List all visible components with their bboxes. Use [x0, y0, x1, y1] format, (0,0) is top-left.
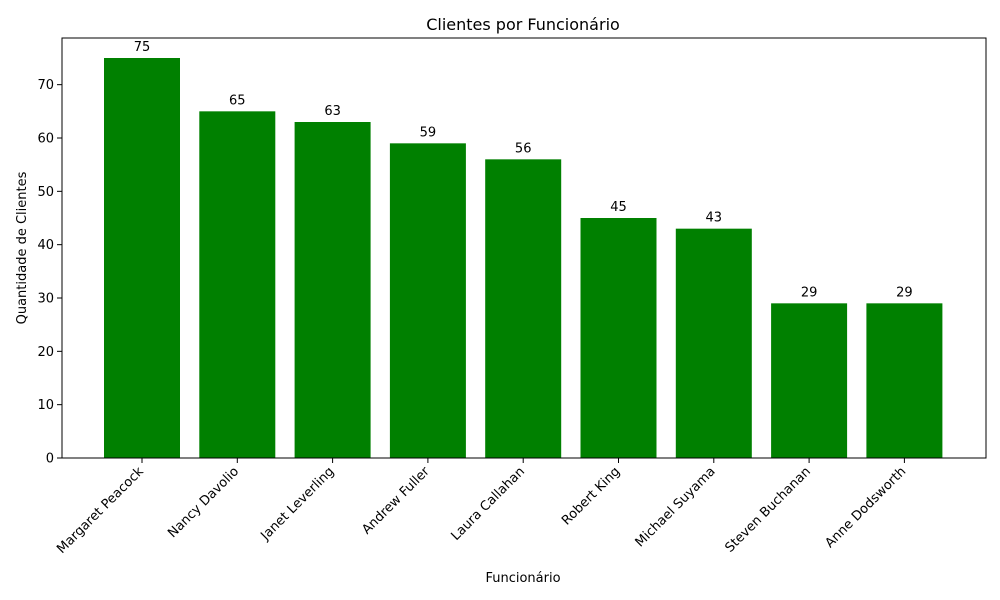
y-tick-label: 70 — [37, 78, 54, 93]
bar-value-label: 63 — [324, 104, 341, 119]
bar-value-label: 45 — [610, 200, 627, 215]
bar-value-label: 43 — [706, 211, 723, 226]
bar-value-label: 75 — [134, 40, 151, 55]
bar-value-label: 29 — [896, 285, 913, 300]
bar — [771, 303, 848, 458]
bar — [866, 303, 943, 458]
x-tick-label: Nancy Davolio — [165, 464, 242, 541]
plot-frame — [61, 37, 987, 459]
x-tick-label: Margaret Peacock — [54, 464, 147, 557]
y-axis-label: Quantidade de Clientes — [15, 171, 30, 324]
x-tick-label: Robert King — [559, 464, 623, 528]
x-tick-label: Steven Buchanan — [722, 464, 813, 555]
plot-area: 0 10 20 30 40 50 60 70 75 Margaret Peacock 65 Nancy… — [37, 40, 943, 557]
bar-value-label: 65 — [229, 93, 246, 108]
bar — [104, 58, 180, 458]
y-tick-label: 50 — [37, 185, 54, 200]
bar-value-label: 56 — [515, 141, 532, 156]
x-tick-label: Laura Callahan — [448, 464, 528, 544]
y-tick-label: 60 — [37, 132, 54, 147]
y-tick-label: 0 — [46, 452, 54, 467]
y-tick-label: 40 — [37, 238, 54, 253]
bar-value-label: 59 — [420, 125, 437, 140]
y-tick-label: 20 — [37, 345, 54, 360]
bar — [199, 111, 276, 458]
bar-value-label: 29 — [801, 285, 818, 300]
x-tick-label: Anne Dodsworth — [822, 464, 909, 551]
y-tick-label: 10 — [37, 398, 54, 413]
x-axis-label: Funcionário — [485, 571, 560, 586]
bar — [389, 143, 466, 459]
x-tick-label: Andrew Fuller — [359, 464, 433, 538]
chart-title: Clientes por Funcionário — [426, 15, 620, 34]
y-tick-label: 30 — [37, 292, 54, 307]
bar — [580, 218, 657, 458]
bar — [294, 122, 371, 458]
bar — [485, 159, 562, 459]
x-tick-label: Michael Suyama — [633, 464, 719, 550]
x-tick-label: Janet Leverling — [258, 464, 338, 544]
bar — [675, 228, 752, 458]
